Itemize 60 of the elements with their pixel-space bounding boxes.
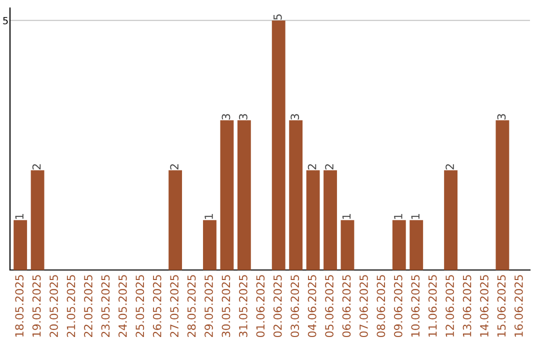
data-label: 3 [222, 114, 230, 120]
bar [14, 220, 28, 270]
data-label: 3 [238, 114, 248, 120]
x-tick-label: 27.05.2025 [170, 275, 179, 337]
bar [220, 120, 234, 270]
x-tick-label: 23.05.2025 [101, 275, 110, 337]
bar [168, 170, 182, 270]
x-tick-label: 15.06.2025 [497, 275, 506, 337]
x-tick-label: 10.06.2025 [411, 275, 420, 337]
x-tick-label: 24.05.2025 [118, 275, 127, 337]
data-label: 1 [342, 214, 351, 219]
x-tick-label: 22.05.2025 [84, 275, 92, 337]
x-tick-label: 13.06.2025 [462, 275, 472, 337]
x-tick-label: 07.06.2025 [360, 275, 368, 338]
x-tick-label: 08.06.2025 [376, 275, 386, 338]
data-label: 2 [32, 164, 41, 170]
data-label: 1 [15, 214, 24, 219]
x-tick-label: 31.05.2025 [238, 275, 248, 337]
x-tick-label: 26.05.2025 [152, 275, 162, 337]
data-label: 1 [411, 214, 420, 219]
bar [30, 170, 44, 270]
data-label: 2 [446, 164, 454, 170]
bar [410, 220, 424, 270]
bar [203, 220, 216, 270]
data-label: 2 [308, 164, 316, 170]
data-label: 1 [204, 214, 213, 219]
x-tick-label: 25.05.2025 [136, 275, 144, 337]
bar [306, 170, 320, 270]
data-label: 5 [274, 14, 282, 20]
x-tick-label: 20.05.2025 [50, 275, 58, 337]
x-tick-label: 14.06.2025 [480, 275, 488, 337]
x-tick-label: 04.06.2025 [308, 275, 316, 338]
x-tick-label: 21.05.2025 [66, 275, 76, 337]
x-tick-label: 09.06.2025 [394, 275, 402, 338]
x-tick-label: 06.06.2025 [342, 275, 351, 338]
bar [272, 20, 286, 270]
bar [324, 170, 337, 270]
x-tick-label: 03.06.2025 [290, 275, 300, 338]
data-label: 3 [497, 114, 506, 120]
x-tick-label: 19.05.2025 [32, 275, 41, 337]
x-tick-label: 28.05.2025 [187, 275, 196, 337]
data-label: 1 [394, 214, 402, 219]
data-label: 3 [290, 114, 300, 120]
x-tick-label: 29.05.2025 [204, 275, 213, 337]
x-tick-label: 05.06.2025 [325, 275, 334, 338]
data-label: 2 [170, 164, 178, 170]
bar [237, 120, 251, 270]
bar [444, 170, 458, 270]
bar [289, 120, 303, 270]
bar [392, 220, 406, 270]
x-tick-label: 11.06.2025 [428, 275, 437, 337]
x-tick-label: 16.06.2025 [514, 275, 523, 337]
x-tick-label: 12.06.2025 [446, 275, 454, 337]
x-tick-label: 30.05.2025 [222, 275, 230, 337]
x-tick-label: 01.06.2025 [256, 275, 265, 338]
bar [496, 120, 510, 270]
x-tick-label: 18.05.2025 [15, 275, 24, 337]
data-label: 2 [325, 164, 334, 170]
bar [340, 220, 354, 270]
x-tick-label: 02.06.2025 [273, 275, 282, 338]
